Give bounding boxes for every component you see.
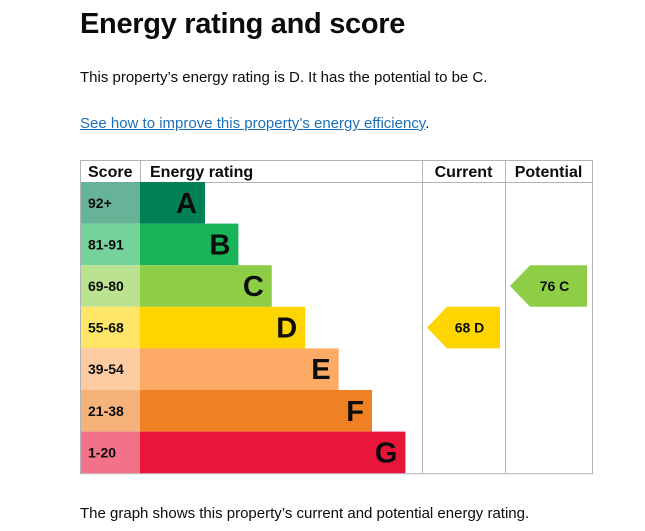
rating-bar-c xyxy=(140,265,272,307)
score-cell-g xyxy=(81,431,140,474)
header-score: Score xyxy=(88,164,133,181)
header-potential: Potential xyxy=(515,164,583,181)
rating-letter-a: A xyxy=(176,188,197,220)
rating-letter-b: B xyxy=(209,229,230,261)
score-range-a: 92+ xyxy=(88,195,112,211)
score-range-d: 55-68 xyxy=(88,320,124,336)
score-range-b: 81-91 xyxy=(88,236,124,252)
score-range-g: 1-20 xyxy=(88,444,116,460)
score-range-f: 21-38 xyxy=(88,403,124,419)
rating-letter-c: C xyxy=(243,271,264,303)
score-cell-c xyxy=(81,265,140,307)
page-title: Energy rating and score xyxy=(80,8,406,40)
score-range-e: 39-54 xyxy=(88,361,124,377)
rating-bar-d xyxy=(140,306,306,349)
rating-letter-f: F xyxy=(346,396,364,428)
current-rating-label: 68 D xyxy=(455,320,485,336)
score-cell-e xyxy=(81,348,140,390)
score-range-c: 69-80 xyxy=(88,278,124,294)
score-cell-d xyxy=(81,306,140,349)
current-arrow xyxy=(427,306,500,349)
link-suffix: . xyxy=(425,115,430,132)
potential-rating-label: 76 C xyxy=(540,278,570,294)
score-cell-f xyxy=(81,390,140,432)
rating-bar-f xyxy=(140,390,372,432)
improve-efficiency-link[interactable]: See how to improve this property’s energ… xyxy=(80,115,426,132)
rating-letter-g: G xyxy=(375,437,398,469)
rating-summary: This property’s energy rating is D. It h… xyxy=(80,69,488,86)
rating-letter-e: E xyxy=(311,354,330,386)
header-current: Current xyxy=(435,164,493,181)
score-cell-a xyxy=(81,182,140,224)
chart-frame xyxy=(80,160,593,475)
rating-bar-b xyxy=(140,223,239,266)
chart-body: Score Energy rating Current Potential 92+ A 81… xyxy=(80,160,593,475)
improve-link-line: See how to improve this property’s energ… xyxy=(80,115,429,132)
rating-bar-a xyxy=(140,182,205,224)
chart-caption: The graph shows this property’s current … xyxy=(80,505,530,522)
rating-bar-g xyxy=(140,431,406,474)
rating-letter-d: D xyxy=(276,313,297,345)
score-cell-b xyxy=(81,223,140,266)
header-energy-rating: Energy rating xyxy=(150,164,253,181)
rating-bar-e xyxy=(140,348,339,390)
potential-arrow xyxy=(510,265,587,307)
